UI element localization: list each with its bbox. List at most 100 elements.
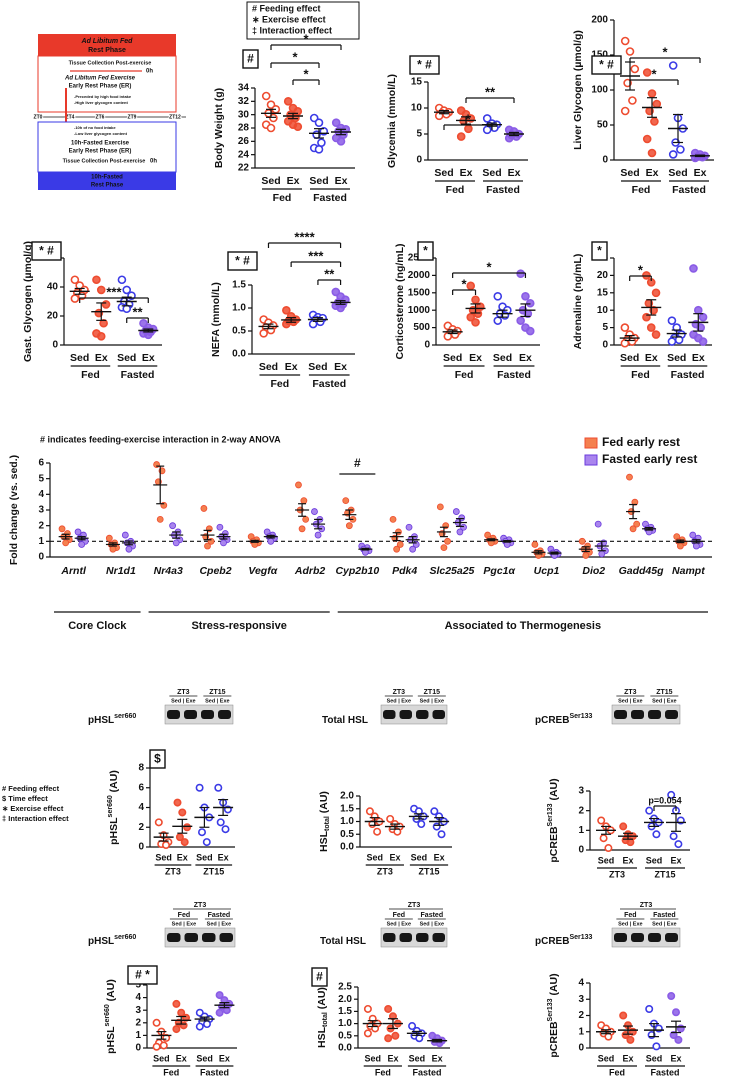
data-point — [269, 113, 278, 123]
significance-label: ** — [485, 84, 496, 99]
x-tick-label: Sed — [493, 352, 512, 364]
blot-band — [665, 710, 678, 719]
group-label: ZT3 — [377, 866, 393, 876]
blot-band — [614, 933, 627, 942]
y-tick-label: 32 — [238, 96, 250, 107]
y-tick-label: 20 — [597, 270, 609, 281]
data-point — [482, 125, 492, 135]
y-tick-label: 0 — [602, 340, 608, 351]
data-point — [154, 818, 163, 827]
data-point — [178, 808, 187, 817]
data-point — [647, 89, 657, 98]
data-point — [152, 1018, 161, 1027]
x-tick-label: Ex — [645, 352, 658, 364]
blot-header: ZT15 — [656, 689, 672, 696]
y-tick-label: 4 — [138, 802, 144, 813]
blot-band — [665, 933, 678, 942]
zt-label: ZT9 — [128, 114, 137, 120]
data-point — [365, 807, 374, 816]
significance-label: * — [303, 66, 309, 81]
data-point — [121, 531, 129, 539]
legend-label: Fed early rest — [602, 435, 680, 449]
y-axis-label: Gast. Glycogen (µmol/g) — [22, 241, 34, 362]
data-point — [311, 508, 318, 515]
y-tick-label: 1500 — [408, 287, 431, 298]
data-point — [626, 838, 635, 847]
y-tick-label: 0.0 — [232, 349, 246, 360]
data-point — [452, 508, 460, 515]
effect-symbols: * # — [417, 58, 432, 72]
significance-label: *** — [308, 248, 324, 263]
blot-membrane — [611, 704, 681, 725]
blot-band — [399, 710, 412, 719]
x-tick-label: Sed — [261, 175, 280, 187]
significance-label: * — [462, 276, 468, 291]
blot-label-part: Total HSL — [320, 936, 366, 947]
data-point — [689, 264, 698, 273]
y-tick-label: 4 — [38, 489, 44, 500]
data-point — [598, 550, 606, 558]
x-tick-label: Sed — [411, 852, 428, 862]
data-point — [521, 291, 530, 301]
y-tick-label: 1000 — [408, 305, 431, 316]
y-tick-label: 1.5 — [340, 803, 354, 814]
x-tick-label: Sed — [196, 1053, 213, 1063]
y-tick-label: 10 — [411, 103, 423, 114]
y-tick-label: 10 — [597, 305, 609, 316]
x-tick-label: Ex — [670, 855, 681, 865]
blot-lanes: Sed | Exe — [205, 698, 229, 704]
y-tick-label: 15 — [597, 287, 609, 298]
data-point — [466, 281, 476, 291]
data-point — [623, 78, 632, 88]
data-point — [516, 269, 525, 278]
data-point — [652, 1042, 661, 1051]
fasted-footer — [38, 172, 176, 190]
fasted-note: -10h of no food intake — [74, 125, 116, 130]
y-tick-label: 1 — [578, 825, 584, 836]
blot-band — [416, 933, 429, 942]
x-tick-label: Adrb2 — [294, 565, 325, 577]
y-tick-label: 8 — [138, 763, 144, 774]
y-axis-label: pHSLser660 (AU) — [107, 770, 119, 845]
y-tick-label: 6 — [38, 458, 44, 469]
effect-box — [242, 49, 259, 69]
data-point — [471, 295, 480, 305]
fasted-exercise: 10h-Fasted Exercise — [71, 141, 130, 147]
data-point — [620, 106, 630, 116]
y-axis-label: Corticosterone (ng/mL) — [394, 243, 406, 359]
blot-lanes: Sed | Exe — [618, 921, 642, 927]
y-axis-label: HSLtotal (AU) — [318, 791, 332, 852]
data-point — [456, 528, 464, 536]
group-label: Fed — [609, 1067, 625, 1077]
blot-label: pCREBSer133 — [535, 713, 593, 725]
y-tick-label: 5 — [416, 129, 422, 140]
y-tick-label: 1 — [38, 536, 44, 547]
zt-label: ZT6 — [96, 114, 105, 120]
data-point — [300, 497, 308, 505]
x-tick-label: Ex — [692, 352, 705, 364]
x-tick-label: Ex — [389, 852, 400, 862]
y-axis-label-part: pCREB — [548, 826, 560, 863]
group-label: Fasted — [121, 369, 155, 381]
x-tick-label: Dio2 — [582, 565, 605, 577]
y-tick-label: 3 — [38, 505, 44, 516]
y-axis-label-part: pCREB — [548, 1021, 560, 1058]
x-tick-label: Sed — [443, 352, 462, 364]
x-tick-label: Ex — [335, 175, 348, 187]
significance-label: ** — [132, 304, 143, 319]
data-point — [215, 991, 224, 1000]
y-tick-label: 22 — [238, 163, 250, 174]
data-point — [195, 1022, 204, 1031]
data-point — [651, 330, 661, 339]
effect-box — [591, 241, 608, 261]
group-label: Fed — [446, 184, 465, 196]
y-tick-label: 2 — [138, 822, 144, 833]
x-tick-label: Slc25a25 — [429, 565, 474, 577]
x-tick-label: Ex — [694, 167, 707, 179]
y-axis-label: Fold change (vs. sed.) — [8, 455, 20, 565]
y-axis-label-part: HSL — [318, 830, 330, 852]
data-point — [440, 544, 448, 551]
y-tick-label: 40 — [47, 282, 59, 293]
y-tick-label: 0.5 — [340, 829, 354, 840]
